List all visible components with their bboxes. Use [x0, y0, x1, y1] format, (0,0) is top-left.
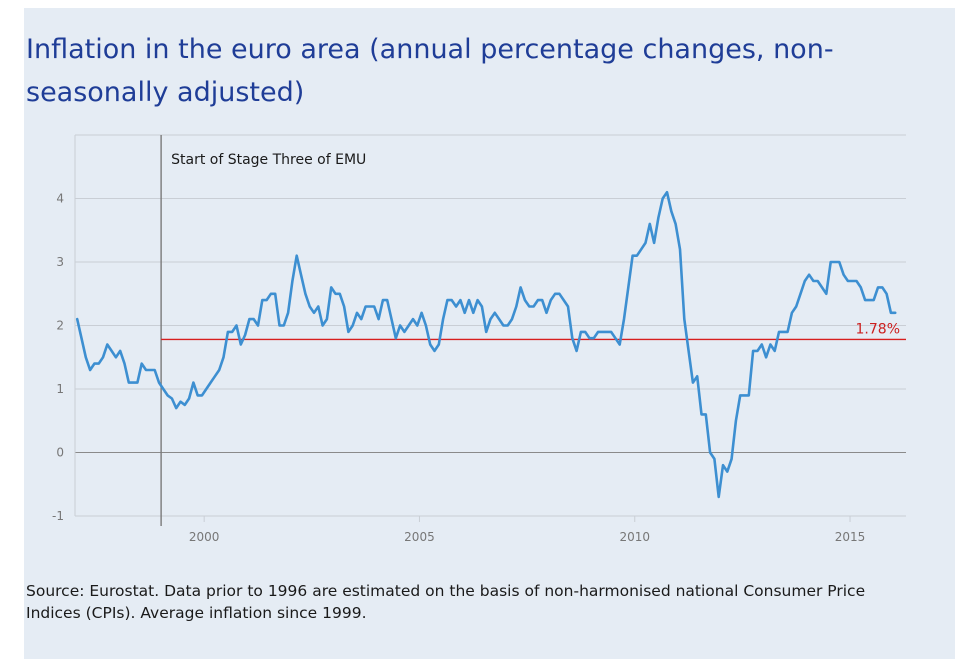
chart-title: Inflation in the euro area (annual perce… [26, 34, 834, 108]
chart-panel [24, 8, 955, 659]
y-tick-label: 3 [56, 255, 64, 269]
emu-marker-label: Start of Stage Three of EMU [171, 152, 366, 168]
y-tick-label: 2 [56, 319, 64, 333]
y-tick-label: -1 [52, 509, 64, 523]
x-tick-label: 2010 [619, 530, 650, 544]
y-tick-label: 4 [56, 192, 64, 206]
x-tick-label: 2005 [404, 530, 435, 544]
x-tick-label: 2015 [835, 530, 866, 544]
average-label: 1.78% [856, 321, 900, 337]
x-tick-label: 2000 [189, 530, 220, 544]
y-tick-label: 0 [56, 446, 64, 460]
y-tick-label: 1 [56, 382, 64, 396]
source-note: Source: Eurostat. Data prior to 1996 are… [26, 582, 866, 622]
inflation-series-line [75, 190, 897, 499]
